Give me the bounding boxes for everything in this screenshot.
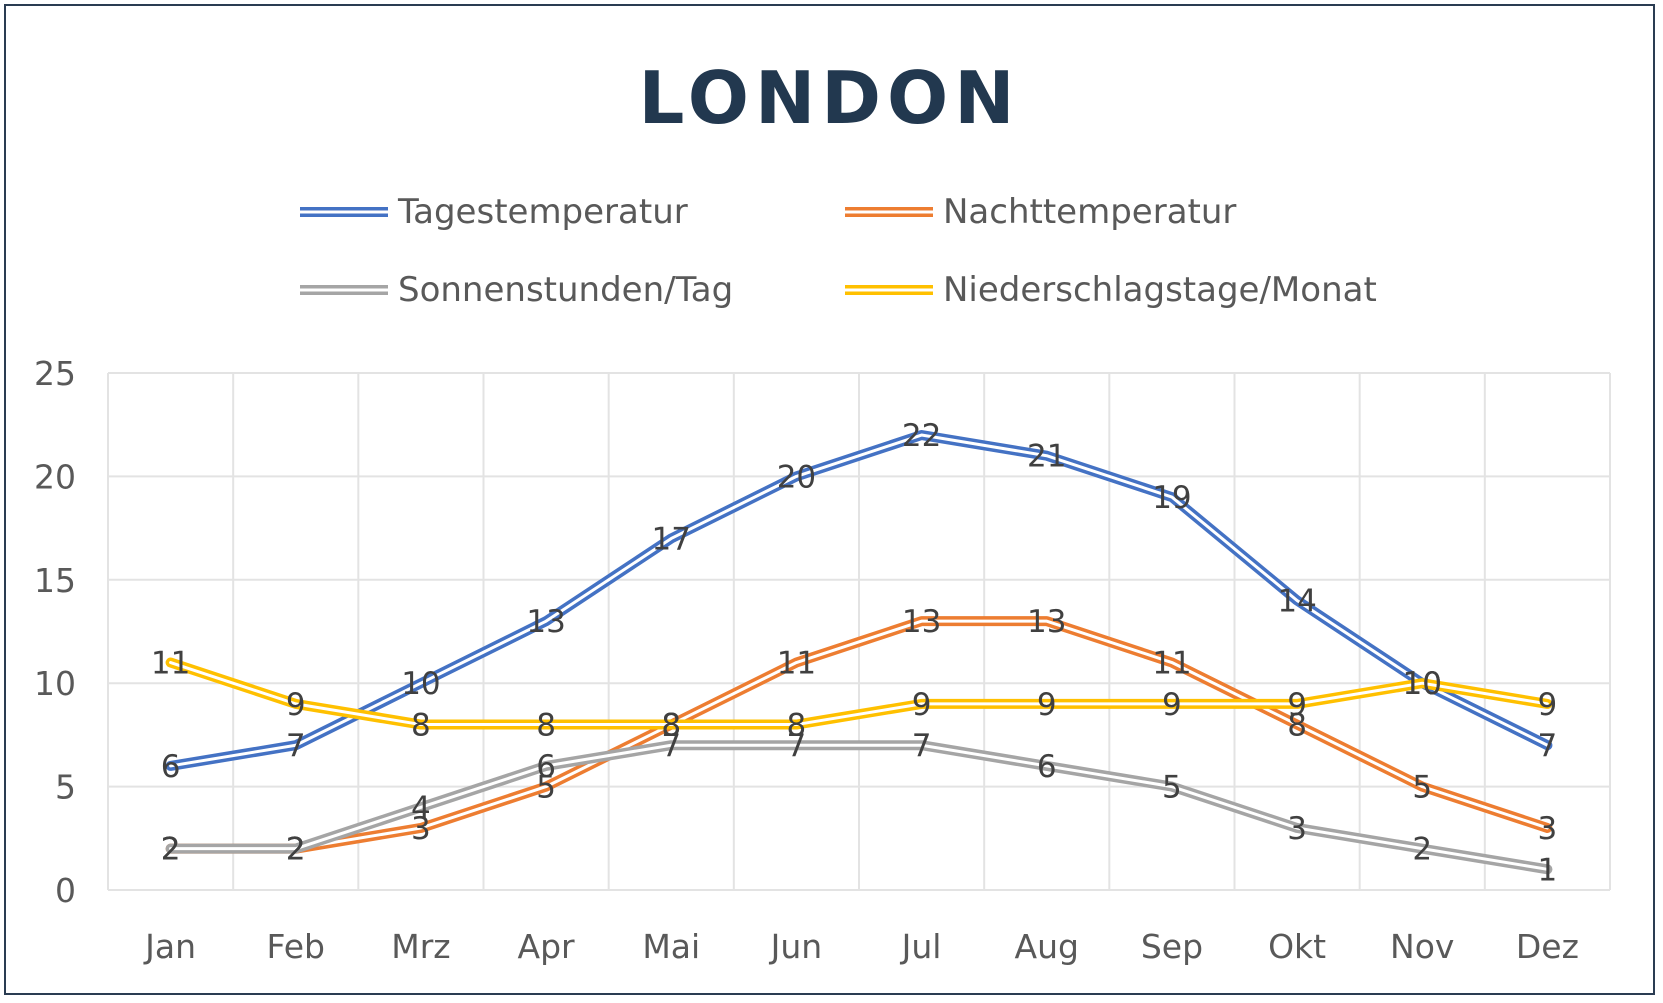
- data-label: 9: [912, 687, 932, 723]
- legend-item: Tagestemperatur: [300, 192, 688, 232]
- x-tick-label: Jan: [143, 927, 196, 966]
- y-tick-label: 10: [34, 664, 76, 703]
- x-tick-label: Dez: [1516, 927, 1579, 966]
- data-label: 8: [661, 708, 681, 744]
- data-label: 19: [1152, 480, 1191, 516]
- data-label: 3: [1538, 811, 1558, 847]
- data-label: 9: [1287, 687, 1307, 723]
- x-tick-label: Aug: [1015, 927, 1079, 966]
- data-label: 9: [286, 687, 306, 723]
- data-label: 11: [151, 646, 190, 682]
- data-label: 6: [536, 749, 556, 785]
- data-label: 4: [411, 790, 431, 826]
- data-label: 9: [1538, 687, 1558, 723]
- x-tick-label: Jul: [900, 927, 942, 966]
- data-label: 7: [787, 728, 807, 764]
- x-tick-label: Nov: [1390, 927, 1454, 966]
- grid: [107, 372, 1611, 891]
- data-label: 11: [777, 646, 816, 682]
- data-label: 5: [1162, 770, 1182, 806]
- data-label: 7: [286, 728, 306, 764]
- data-label: 13: [902, 604, 941, 640]
- data-label: 6: [1037, 749, 1057, 785]
- data-label: 9: [1162, 687, 1182, 723]
- data-label: 10: [1403, 666, 1442, 702]
- data-label: 8: [1287, 708, 1307, 744]
- data-label: 11: [1152, 646, 1191, 682]
- x-tick-label: Mai: [642, 927, 700, 966]
- series-line: [165, 657, 1553, 730]
- data-label: 9: [1037, 687, 1057, 723]
- data-label: 21: [1027, 439, 1066, 475]
- legend-label: Sonnenstunden/Tag: [398, 270, 733, 310]
- data-label: 7: [1538, 728, 1558, 764]
- y-tick-label: 20: [34, 457, 76, 496]
- data-label: 5: [536, 770, 556, 806]
- legend-label: Nachttemperatur: [943, 192, 1236, 232]
- series-line: [165, 616, 1553, 854]
- data-label: 6: [161, 749, 181, 785]
- data-label: 17: [652, 521, 691, 557]
- data-label: 13: [1027, 604, 1066, 640]
- x-tick-label: Jun: [769, 927, 823, 966]
- series-line-inner: [169, 661, 1549, 727]
- data-label: 13: [526, 604, 565, 640]
- legend-label: Tagestemperatur: [397, 192, 688, 232]
- data-label: 7: [912, 728, 932, 764]
- data-label: 22: [902, 418, 941, 454]
- y-tick-label: 0: [55, 871, 76, 910]
- data-label: 10: [1403, 666, 1442, 702]
- legend-item: Sonnenstunden/Tag: [300, 270, 733, 310]
- y-tick-label: 15: [34, 561, 76, 600]
- y-tick-label: 5: [55, 768, 76, 807]
- data-label: 2: [161, 832, 181, 868]
- data-label: 10: [401, 666, 440, 702]
- series-line-inner: [169, 433, 1549, 768]
- data-label: 8: [411, 708, 431, 744]
- x-tick-label: Sep: [1141, 927, 1203, 966]
- data-label: 3: [1287, 811, 1307, 847]
- x-tick-label: Mrz: [391, 927, 450, 966]
- y-tick-label: 25: [34, 354, 76, 393]
- data-label: 3: [411, 811, 431, 847]
- chart-frame: LONDON: [4, 4, 1655, 995]
- data-label: 7: [661, 728, 681, 764]
- legend-label: Niederschlagstage/Monat: [943, 270, 1377, 310]
- series-line-inner: [169, 743, 1549, 871]
- data-label: 14: [1277, 583, 1316, 619]
- legend-item: Nachttemperatur: [845, 192, 1236, 232]
- data-label: 5: [1412, 770, 1432, 806]
- data-label: 1: [1538, 852, 1558, 888]
- data-label: 8: [661, 708, 681, 744]
- data-label: 20: [777, 459, 816, 495]
- x-tick-label: Apr: [518, 927, 576, 966]
- data-label: 2: [286, 832, 306, 868]
- x-tick-label: Feb: [267, 927, 325, 966]
- data-label: 2: [286, 832, 306, 868]
- data-label: 2: [161, 832, 181, 868]
- series-line: [165, 740, 1553, 875]
- data-label: 8: [787, 708, 807, 744]
- chart-title: LONDON: [638, 56, 1021, 140]
- data-label: 2: [1412, 832, 1432, 868]
- data-label: 8: [536, 708, 556, 744]
- series-line-inner: [169, 619, 1549, 851]
- x-tick-label: Okt: [1268, 927, 1326, 966]
- legend-item: Niederschlagstage/Monat: [845, 270, 1377, 310]
- series-line: [165, 430, 1553, 771]
